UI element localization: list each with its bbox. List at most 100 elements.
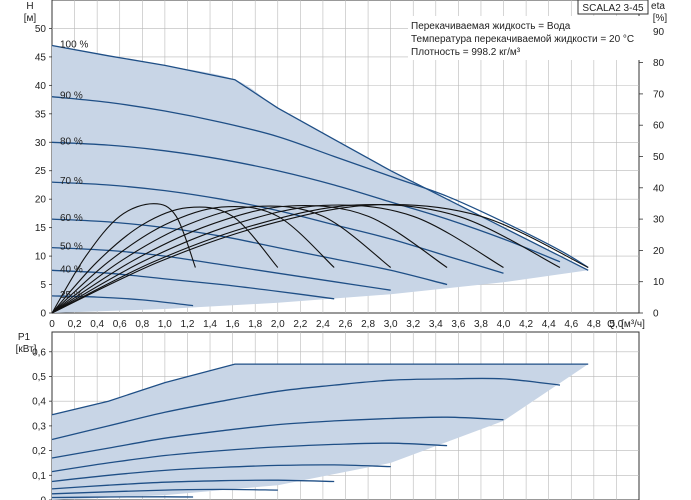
flow-x-tick: 4,8 [587,319,601,330]
flow-x-tick: 3,2 [406,319,420,330]
eta-axis-unit: [%] [653,13,668,24]
flow-x-tick: 0,8 [135,319,149,330]
power-y-tick: 0,2 [32,446,46,457]
power-curve-70pct [51,442,448,473]
flow-x-tick: 0,6 [113,319,127,330]
head-y-tick: 50 [35,24,47,35]
head-y-tick: 10 [35,252,47,263]
flow-x-tick: 2,2 [293,319,307,330]
flow-x-tick: 4,6 [564,319,578,330]
flow-x-tick: 2,6 [339,319,353,330]
flow-x-tick: 0,2 [68,319,82,330]
info-line-temperature: Температура перекачиваемой жидкости = 20… [411,34,634,45]
flow-x-tick: 2,4 [316,319,330,330]
flow-axis-label: Q [607,319,615,330]
power-y-tick: 0 [40,496,46,500]
model-name: SCALA2 3-45 [582,3,644,14]
info-line-liquid: Перекачиваемая жидкость = Вода [411,21,571,32]
power-curve-80pct [51,416,504,459]
eta-y2-tick: 60 [653,121,665,132]
power-curve-25pct [51,496,194,499]
power-curve-100pct [51,363,589,416]
eta-y2-tick: 40 [653,183,665,194]
flow-x-tick: 0 [49,319,55,330]
power-y-tick: 0,5 [32,372,46,383]
flow-x-tick: 4,0 [497,319,511,330]
head-curve-50pct [51,246,391,291]
efficiency-curve-6 [51,204,504,314]
head-y-tick: 40 [35,81,47,92]
power-axis-label: P1 [18,332,31,343]
speed-label: 40 % [60,264,83,275]
speed-label: 80 % [60,136,83,147]
speed-label: 70 % [60,176,83,187]
flow-x-tick: 5,0 [609,319,623,330]
eta-y2-tick: 10 [653,277,665,288]
head-y-tick: 45 [35,52,47,63]
head-y-tick: 5 [40,280,46,291]
flow-x-tick-labels: 0 0,2 0,4 0,6 0,8 1,0 1,2 1,4 1,6 1,8 2,0 2,2 2,4 2,6… [49,319,624,330]
flow-axis-unit: [м³/ч] [621,319,645,330]
speed-label: 50 % [60,242,83,253]
flow-x-tick: 3,6 [451,319,465,330]
flow-x-tick: 3,0 [384,319,398,330]
head-axis-unit: [м] [24,13,37,24]
eta-y2-tick: 0 [653,309,659,320]
power-axis-unit: [кВт] [16,344,37,355]
head-curve-80pct [51,141,561,263]
speed-label: 25 % [60,290,83,301]
power-panel: 0 0,1 0,2 0,3 0,4 0,5 0,6 P1 [кВт] [16,331,640,500]
speed-labels: 100 % 90 % 80 % 70 % 60 % 50 % 40 % 25 % [60,40,88,301]
power-y-tick: 0,1 [32,471,46,482]
flow-x-tick: 1,2 [181,319,195,330]
power-curve-90pct [51,377,561,441]
eta-y2-tick: 70 [653,89,665,100]
head-y-tick: 35 [35,109,47,120]
flow-x-tick: 2,0 [271,319,285,330]
power-envelope-area [52,364,589,500]
info-line-density: Плотность = 998.2 кг/м³ [411,47,521,58]
efficiency-curve-3 [51,205,335,314]
efficiency-curve-7 [51,203,561,314]
head-panel: 100 % 90 % 80 % 70 % 60 % 50 % 40 % 25 % 0 5 10 15… [24,0,668,330]
head-y-tick: 25 [35,166,47,177]
eta-y2-tick: 20 [653,246,665,257]
efficiency-curves [51,203,589,314]
eta-y2-tick: 30 [653,215,665,226]
head-axis-label: H [26,1,33,12]
power-curve-50pct [51,479,335,490]
speed-label: 100 % [60,40,88,51]
head-y-tick-labels: 0 5 10 15 20 25 30 35 40 45 50 [35,24,52,320]
speed-label: 90 % [60,91,83,102]
eta-y2-tick: 80 [653,58,665,69]
head-y-tick: 15 [35,223,47,234]
eta-y2-tick: 90 [653,27,665,38]
flow-x-tick: 1,8 [248,319,262,330]
flow-x-tick: 3,8 [474,319,488,330]
power-y-tick: 0,6 [32,347,46,358]
flow-x-tick: 2,8 [361,319,375,330]
power-y-tick: 0,4 [32,397,46,408]
power-curves [51,363,589,499]
eta-axis-label: eta [651,1,665,12]
power-curve-40pct [51,488,278,495]
power-y-tick: 0,3 [32,421,46,432]
head-y-tick: 30 [35,138,47,149]
eta-y2-tick: 50 [653,152,665,163]
flow-x-tick: 4,4 [542,319,556,330]
head-envelope-area [52,45,589,313]
power-curve-60pct [51,464,391,483]
flow-x-tick: 1,4 [203,319,217,330]
flow-x-tick: 1,6 [226,319,240,330]
eta-y2-tick-labels: 0 10 20 30 40 50 60 70 80 90 [639,27,665,320]
speed-label: 60 % [60,213,83,224]
model-box [577,0,649,15]
head-curve-100pct [51,44,589,271]
head-y-tick: 20 [35,195,47,206]
head-curve-70pct [51,181,504,274]
efficiency-curve-4 [51,205,392,314]
flow-x-tick: 1,0 [158,319,172,330]
efficiency-curve-8 [51,203,589,314]
head-curve-90pct [51,96,589,269]
